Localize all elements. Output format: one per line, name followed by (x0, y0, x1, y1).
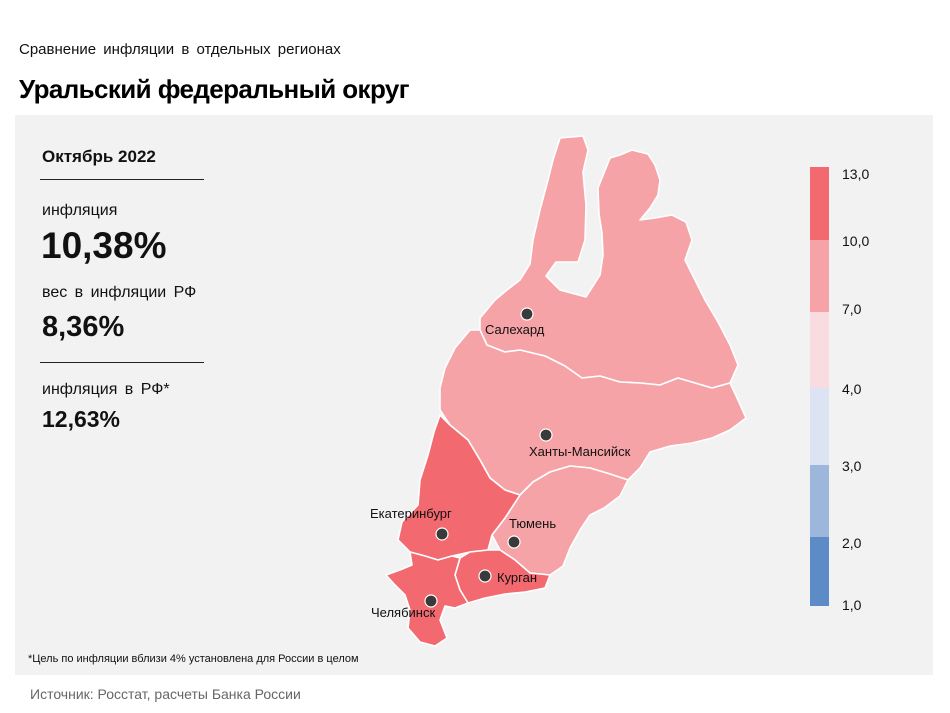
chart-title: Уральский федеральный округ (19, 74, 410, 104)
legend-swatch-3-4 (810, 388, 829, 465)
city-marker-yekaterinburg (435, 527, 449, 541)
legend-swatch-7-10 (810, 240, 829, 312)
period-label: Октябрь 2022 (42, 147, 156, 166)
legend-label-7: 7,0 (842, 301, 862, 317)
inflation-value: 10,38% (41, 225, 167, 266)
legend-label-4: 4,0 (842, 381, 862, 397)
rf-inflation-value: 12,63% (42, 406, 121, 432)
city-label-salekhard: Салехард (485, 322, 545, 337)
region-khmao (439, 329, 747, 496)
legend-swatch-4-7 (810, 312, 829, 388)
legend-label-3: 3,0 (842, 458, 862, 474)
city-marker-tyumen (507, 535, 521, 549)
city-marker-salekhard (520, 307, 534, 321)
legend-label-2: 2,0 (842, 535, 862, 551)
city-label-khanty-mansiysk: Ханты-Мансийск (529, 444, 631, 459)
weight-value: 8,36% (42, 311, 125, 343)
legend-label-10: 10,0 (842, 233, 870, 249)
divider-bottom (40, 362, 204, 363)
city-label-yekaterinburg: Екатеринбург (370, 506, 452, 521)
city-marker-kurgan (478, 569, 492, 583)
city-marker-khanty-mansiysk (539, 428, 553, 442)
footnote: *Цель по инфляции вблизи 4% установлена … (28, 653, 359, 665)
city-label-tyumen: Тюмень (509, 516, 556, 531)
city-label-chelyabinsk: Челябинск (371, 605, 435, 620)
legend-label-13: 13,0 (842, 166, 870, 182)
legend-swatch-1-2 (810, 537, 829, 606)
divider-top (40, 179, 204, 180)
inflation-label: инфляция (42, 202, 118, 219)
rf-inflation-label: инфляция в РФ* (42, 381, 170, 398)
city-marker-chelyabinsk (424, 594, 438, 608)
region-sverdlovsk (397, 414, 521, 561)
legend-swatch-10-13 (810, 167, 829, 240)
legend-label-1: 1,0 (842, 597, 862, 613)
weight-label: вес в инфляции РФ (42, 284, 197, 301)
chart-subtitle: Сравнение инфляции в отдельных регионах (19, 41, 341, 58)
city-label-kurgan: Курган (497, 570, 537, 585)
legend-swatch-2-3 (810, 465, 829, 537)
source-note: Источник: Росстат, расчеты Банка России (30, 686, 301, 702)
